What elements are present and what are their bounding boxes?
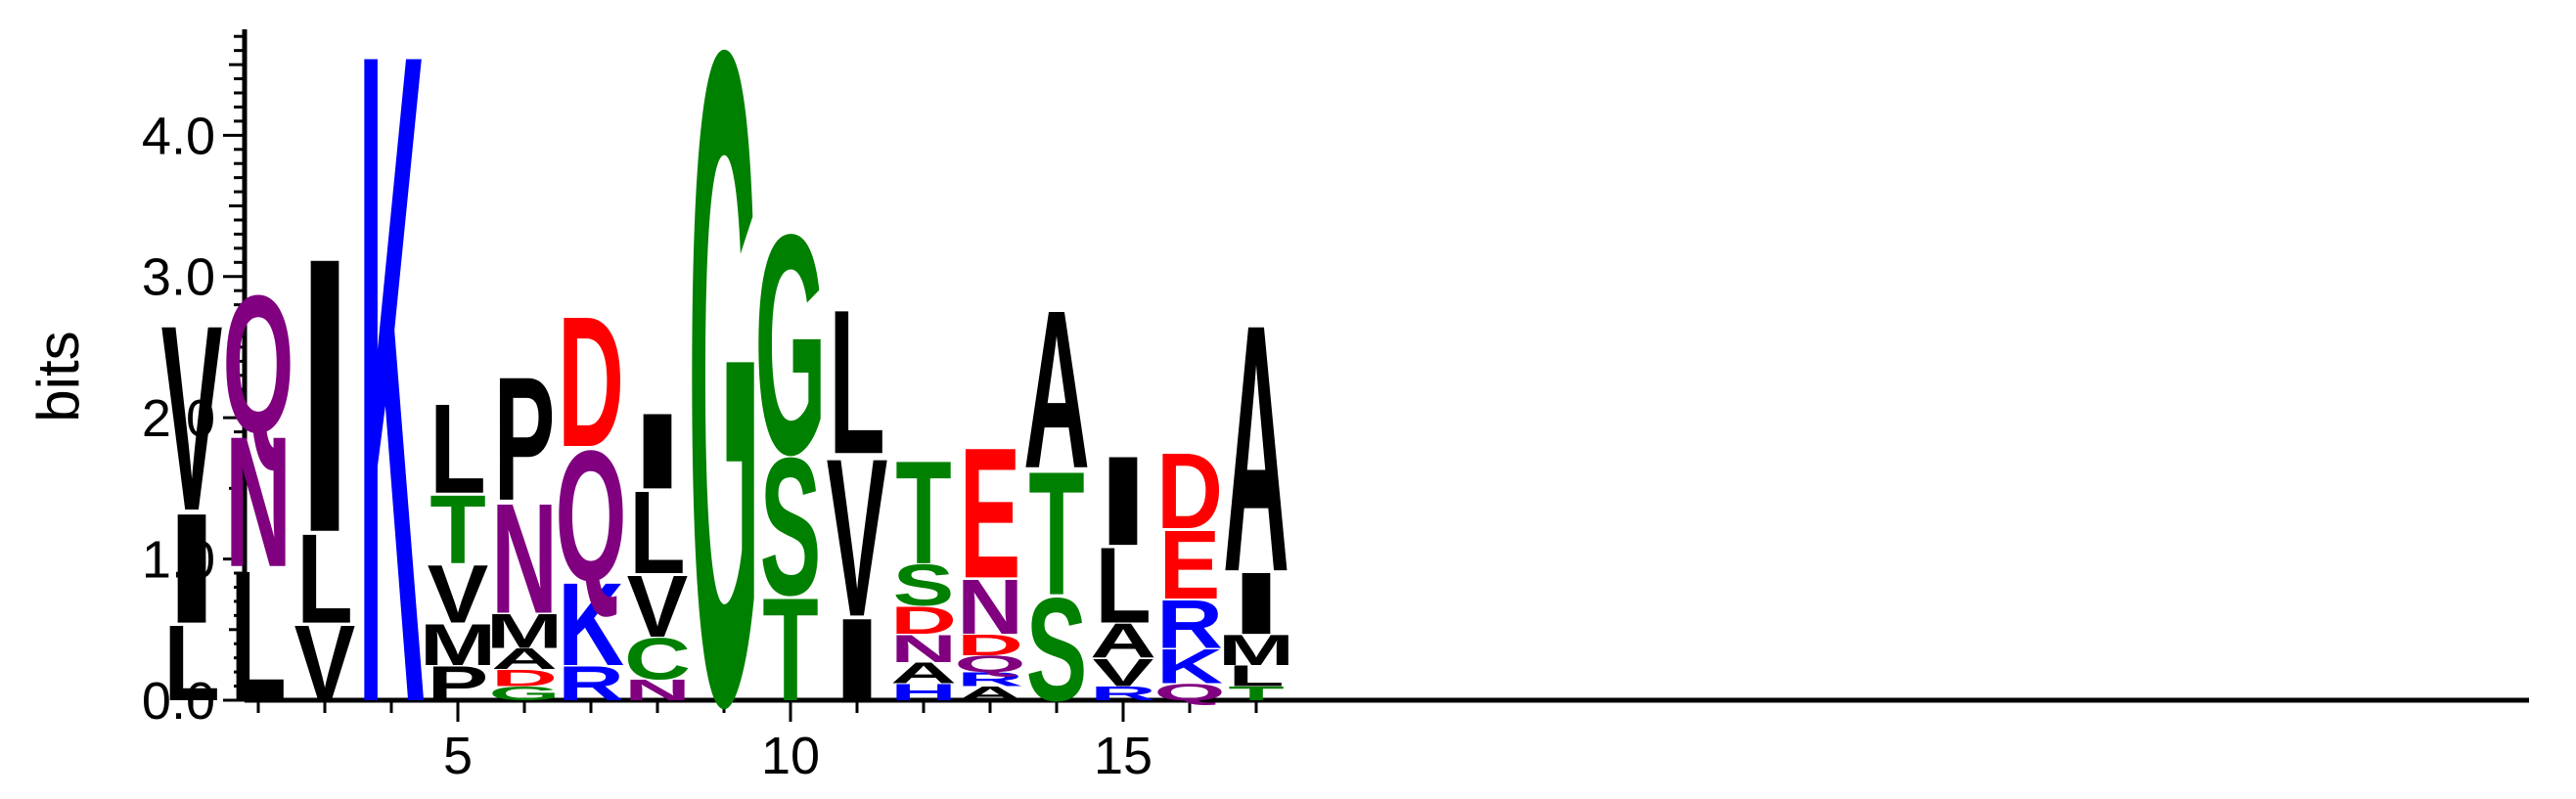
letter-Q: Q [555,412,626,620]
letter-I: I [1096,429,1150,572]
letter-G: G [688,0,759,799]
letter-L: L [230,531,286,739]
letter-V: V [161,271,223,566]
letter-N: N [225,397,292,605]
letter-N: N [890,627,957,670]
y-tick-label: 0.0 [142,672,215,731]
letter-D: D [890,599,957,643]
letter-L: L [296,509,352,651]
letter-Q: Q [1153,679,1225,705]
position-stack-1: LIV [161,271,223,724]
letter-R: R [1156,586,1223,663]
letter-M: M [1218,626,1294,674]
letter-V: V [1093,651,1154,694]
letter-G: G [754,170,826,520]
letter-A: A [1023,265,1090,516]
letter-K: K [1156,639,1223,693]
letter-P: P [428,656,489,711]
letter-I: I [1229,554,1283,652]
letter-M: M [420,612,496,678]
letter-N: N [491,470,558,645]
letter-E: E [960,409,1021,617]
position-stack-2: LNQ [222,255,294,740]
letter-H: H [890,679,957,705]
y-tick-label: 2.0 [142,389,215,448]
y-axis-title: bits [25,331,91,422]
letter-V: V [827,413,888,664]
letter-R: R [1090,683,1156,704]
y-tick-label: 3.0 [142,248,215,307]
letter-T: T [1228,683,1284,704]
letter-S: S [760,418,822,637]
y-tick-label: 1.0 [142,531,215,590]
letter-M: M [486,603,563,658]
letter-L: L [829,266,884,497]
letter-T: T [895,429,951,595]
letter-G: G [488,683,560,704]
letter-T: T [762,566,818,732]
letter-I: I [830,594,883,726]
letter-L: L [629,466,685,599]
letter-T: T [1028,436,1084,633]
letter-N: N [957,563,1023,651]
y-axis: 0.0 1.0 2.0 3.0 4.0 [142,29,248,731]
letter-Q: Q [222,255,294,474]
letter-L: L [1095,524,1151,645]
letter-I: I [297,176,351,614]
letter-A: A [1223,250,1289,645]
letter-C: C [624,626,691,691]
letter-I: I [630,391,684,511]
letter-A: A [491,643,558,676]
position-stack-11: IVL [827,266,888,725]
letter-A: A [957,683,1023,704]
position-stack-9: G [688,0,759,799]
letter-K: K [358,0,425,799]
letter-V: V [627,557,689,656]
x-tick-label: 10 [761,727,820,785]
letter-D: D [491,665,558,691]
letter-V: V [428,548,489,640]
x-axis: 5 10 15 [190,697,2529,785]
letter-S: S [1026,566,1088,732]
letter-L: L [429,378,485,521]
position-stack-14: STA [1023,265,1090,732]
position-stack-3: VLI [294,176,356,723]
position-stack-10: TSG [754,170,826,732]
letter-D: D [1156,430,1223,552]
y-tick-label: 4.0 [142,107,215,165]
letter-A: A [890,656,957,689]
letter-V: V [294,602,356,724]
letter-R: R [558,656,624,711]
letter-D: D [957,629,1023,662]
letter-E: E [1159,510,1221,620]
position-stack-4: K [358,0,425,799]
x-tick-label: 5 [443,727,473,785]
letter-R: R [957,669,1023,690]
letter-S: S [893,553,955,618]
x-tick-label: 15 [1094,727,1152,785]
letter-T: T [429,474,485,585]
letter-I: I [164,481,218,656]
letter-K: K [558,558,624,690]
letter-L: L [163,602,219,724]
letter-D: D [558,278,624,486]
letter-Q: Q [954,650,1025,677]
letter-L: L [1228,659,1284,692]
letter-N: N [624,674,691,707]
letter-A: A [1090,613,1156,668]
letter-P: P [494,341,556,538]
